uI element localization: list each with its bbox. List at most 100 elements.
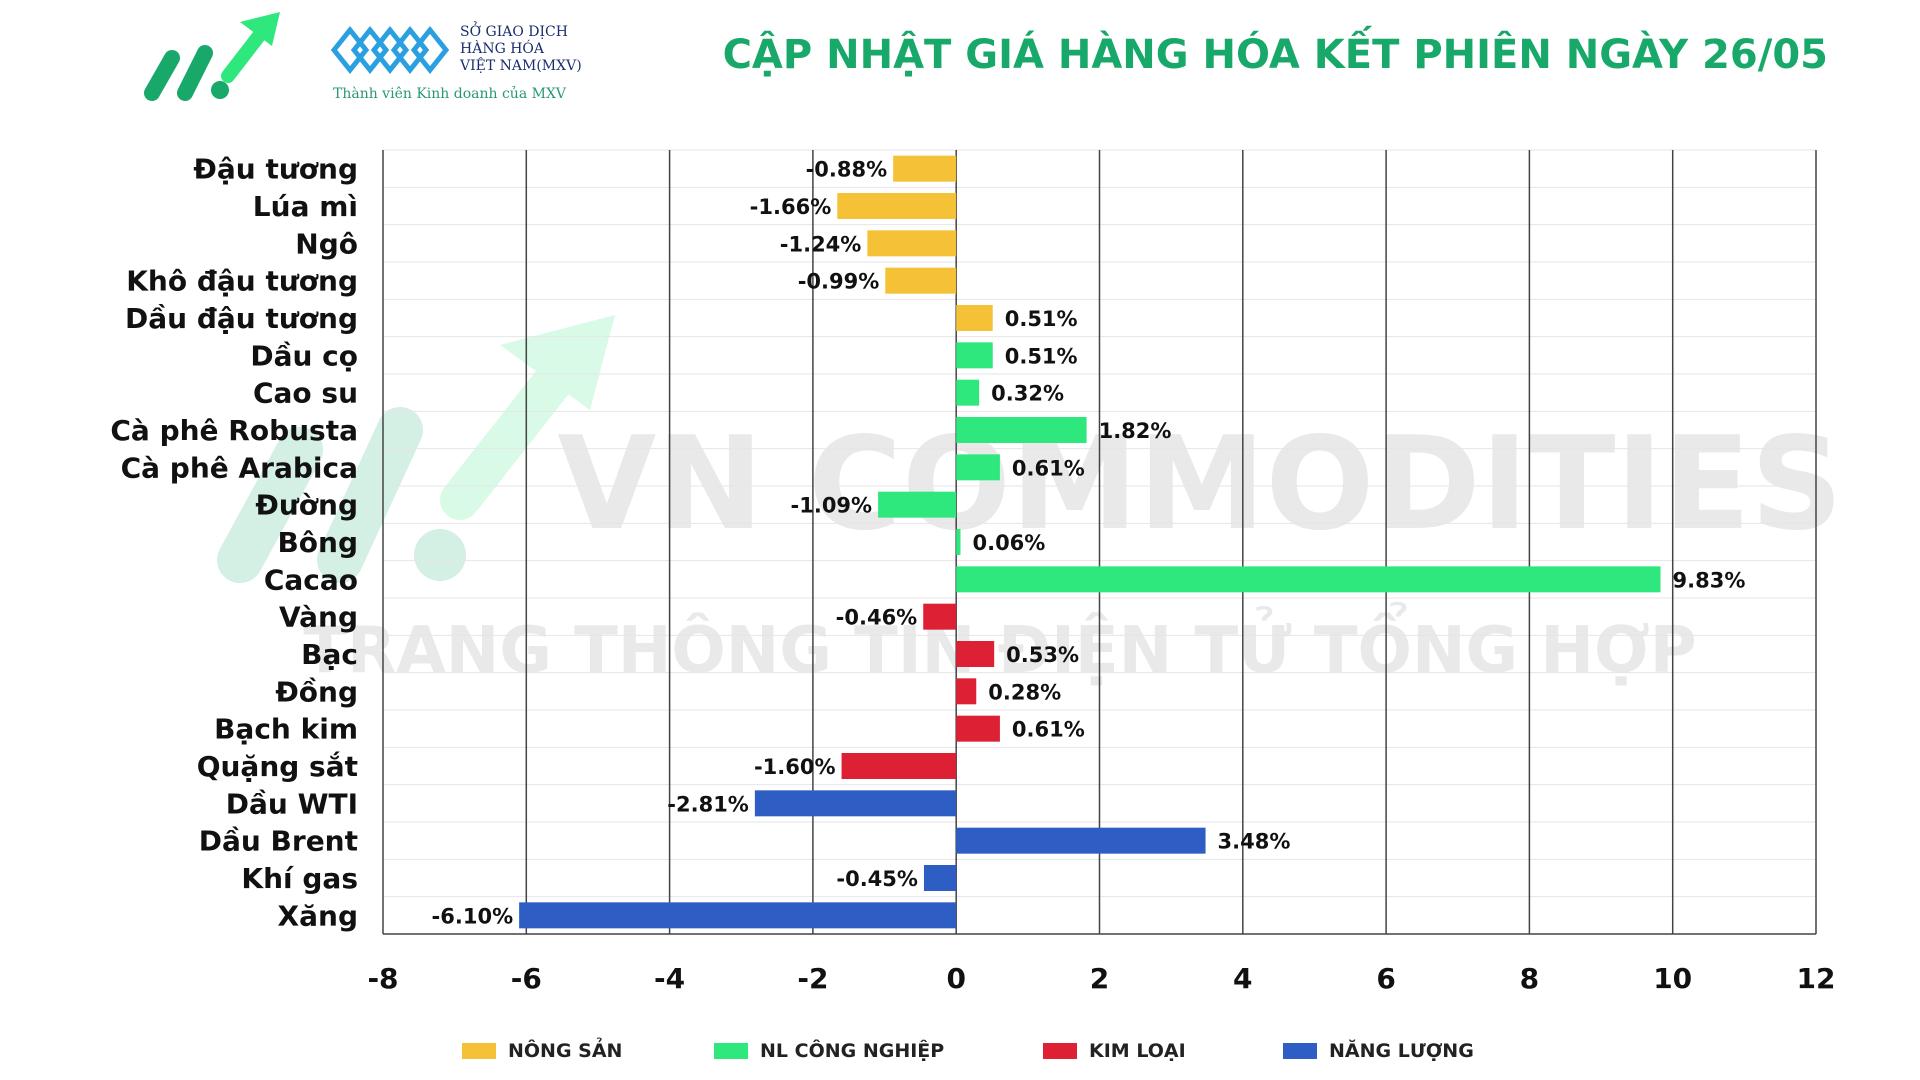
value-label: -1.09% [791, 494, 873, 518]
category-label: Cà phê Robusta [110, 414, 358, 447]
category-label: Cao su [253, 377, 358, 410]
value-label: -1.60% [754, 755, 836, 779]
chart-legend: NÔNG SẢN NL CÔNG NGHIỆP KIM LOẠI NĂNG LƯỢNG [0, 1040, 1920, 1070]
bar-21 [519, 902, 957, 929]
x-tick-label: 4 [1233, 962, 1252, 995]
category-label: Cà phê Arabica [121, 451, 358, 484]
bar-7 [956, 379, 980, 406]
x-tick-label: -8 [367, 962, 398, 995]
bar-6 [956, 342, 993, 369]
value-label: -0.46% [836, 606, 918, 630]
value-label: -0.88% [806, 158, 888, 182]
bar-15 [956, 678, 977, 705]
category-label: Ngô [295, 227, 358, 260]
value-labels: -0.88% -1.66% -1.24% -0.99% 0.51% 0.51% 0.32% 1… [432, 158, 1746, 929]
value-label: -0.99% [798, 270, 880, 294]
value-label: 0.51% [1005, 307, 1078, 331]
legend-item: KIM LOẠI [1043, 1040, 1186, 1062]
value-label: 0.06% [972, 531, 1045, 555]
category-label: Lúa mì [253, 190, 358, 223]
category-label: Khí gas [241, 862, 358, 895]
x-tick-label: 0 [946, 962, 965, 995]
category-label: Đồng [275, 675, 358, 708]
legend-label: NL CÔNG NGHIỆP [760, 1040, 945, 1062]
x-tick-label: 12 [1797, 962, 1836, 995]
bar-8 [956, 417, 1087, 443]
category-label: Đậu tương [193, 153, 358, 186]
watermark-logo-icon [217, 315, 615, 583]
category-label: Đường [255, 489, 358, 522]
legend-label: NÔNG SẢN [508, 1040, 623, 1062]
bar-4 [885, 267, 957, 294]
commodity-price-chart: VN COMMODITIES TRANG THÔNG TIN ĐIỆN TỬ T… [110, 149, 1843, 995]
value-label: 1.82% [1099, 419, 1172, 443]
x-tick-label: 2 [1090, 962, 1109, 995]
value-label: 0.28% [988, 680, 1061, 704]
value-label: -0.45% [836, 867, 918, 891]
category-label: Dầu đậu tương [125, 302, 358, 335]
legend-swatch [1283, 1043, 1317, 1059]
category-label: Dầu cọ [250, 339, 358, 372]
value-label: -6.10% [432, 904, 514, 928]
value-label: -1.24% [780, 232, 862, 256]
exchange-name-line3: VIỆT NAM(MXV) [460, 58, 582, 74]
value-label: 9.83% [1673, 568, 1746, 592]
legend-label: NĂNG LƯỢNG [1329, 1040, 1474, 1062]
company-logo-icon [144, 12, 280, 101]
value-label: 0.53% [1006, 643, 1079, 667]
legend-swatch [1043, 1043, 1077, 1059]
category-label: Dầu Brent [199, 825, 358, 858]
x-tick-label: -6 [511, 962, 542, 995]
legend-item: NĂNG LƯỢNG [1283, 1040, 1474, 1062]
bar-18 [754, 790, 957, 817]
value-label: 3.48% [1218, 830, 1291, 854]
bar-11 [956, 529, 961, 555]
value-label: 0.32% [991, 382, 1064, 406]
exchange-name-line1: SỞ GIAO DỊCH [460, 24, 568, 40]
category-label: Dầu WTI [226, 787, 358, 820]
mxv-logo-icon [330, 25, 450, 75]
bar-2 [837, 193, 957, 219]
header: SỞ GIAO DỊCH HÀNG HÓA VIỆT NAM(MXV) Thàn… [0, 0, 1920, 125]
legend-label: KIM LOẠI [1089, 1040, 1186, 1062]
exchange-tagline: Thành viên Kinh doanh của MXV [333, 86, 567, 102]
x-tick-label: -2 [797, 962, 828, 995]
bar-3 [867, 230, 957, 257]
watermark: VN COMMODITIES TRANG THÔNG TIN ĐIỆN TỬ T… [217, 315, 1843, 688]
category-label: Bạc [301, 638, 358, 671]
x-tick-label: -4 [654, 962, 685, 995]
category-label: Vàng [279, 601, 358, 634]
watermark-subtitle: TRANG THÔNG TIN ĐIỆN TỬ TỔNG HỢP [303, 601, 1696, 688]
chart-bars [519, 155, 1661, 929]
x-tick-label: 6 [1376, 962, 1395, 995]
value-label: -1.66% [750, 195, 832, 219]
bar-5 [956, 305, 993, 331]
bar-9 [956, 454, 1000, 481]
category-labels: Đậu tương Lúa mì Ngô Khô đậu tương Dầu đậu t… [110, 153, 358, 933]
bar-17 [841, 753, 957, 779]
bar-12 [956, 566, 1661, 593]
bar-10 [878, 491, 957, 518]
category-label: Quặng sắt [197, 750, 358, 783]
exchange-name-line2: HÀNG HÓA [460, 41, 544, 57]
page-title: CẬP NHẬT GIÁ HÀNG HÓA KẾT PHIÊN NGÀY 26/… [722, 32, 1828, 78]
bar-16 [956, 715, 1000, 742]
category-label: Bạch kim [214, 713, 358, 746]
x-tick-label: 10 [1653, 962, 1692, 995]
x-tick-label: 8 [1520, 962, 1539, 995]
value-label: 0.61% [1012, 718, 1085, 742]
bar-13 [923, 603, 957, 630]
legend-item: NÔNG SẢN [462, 1040, 622, 1062]
category-label: Bông [277, 526, 358, 559]
watermark-title: VN COMMODITIES [557, 410, 1843, 559]
legend-swatch [462, 1043, 496, 1059]
value-label: 0.51% [1005, 344, 1078, 368]
chart-grid [382, 149, 1817, 935]
bar-20 [923, 865, 957, 891]
category-label: Cacao [264, 563, 358, 596]
bar-14 [956, 641, 995, 667]
legend-swatch [714, 1043, 748, 1059]
bar-19 [956, 827, 1206, 854]
value-label: -2.81% [667, 792, 749, 816]
value-label: 0.61% [1012, 456, 1085, 480]
